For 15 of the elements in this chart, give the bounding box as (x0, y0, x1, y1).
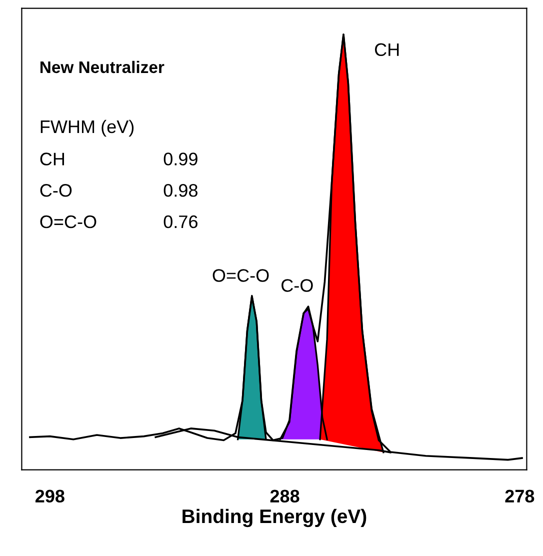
annotation: CH (374, 43, 399, 56)
annotation: C-O (40, 184, 72, 197)
x-tick-label: 278 (505, 490, 534, 503)
annotation: O=C-O (212, 269, 269, 282)
annotation: FWHM (eV) (40, 120, 134, 137)
annotation: O=C-O (40, 215, 96, 228)
text: New Neutralizer (40, 60, 164, 74)
annotation: 0.99 (164, 152, 198, 166)
annotation: C-O (282, 279, 313, 292)
annotation: CH (40, 152, 64, 166)
x-axis-title: Binding Energy (eV) (182, 508, 366, 528)
x-tick-label: 298 (35, 490, 64, 503)
annotation: 0.98 (164, 184, 198, 197)
x-tick-label: 288 (270, 490, 300, 503)
annotation: 0.76 (164, 215, 198, 228)
